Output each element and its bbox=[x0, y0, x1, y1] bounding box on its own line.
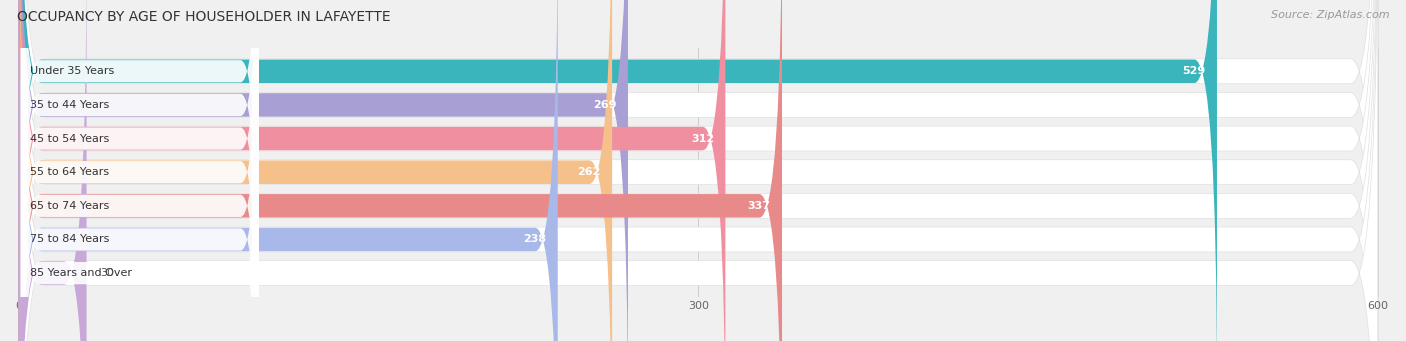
FancyBboxPatch shape bbox=[18, 0, 1378, 341]
Text: 269: 269 bbox=[593, 100, 617, 110]
FancyBboxPatch shape bbox=[21, 0, 259, 329]
Text: Source: ZipAtlas.com: Source: ZipAtlas.com bbox=[1271, 10, 1389, 20]
FancyBboxPatch shape bbox=[18, 0, 1378, 341]
FancyBboxPatch shape bbox=[18, 0, 782, 341]
Text: 337: 337 bbox=[748, 201, 770, 211]
FancyBboxPatch shape bbox=[21, 0, 259, 341]
Text: 238: 238 bbox=[523, 235, 547, 244]
Text: 75 to 84 Years: 75 to 84 Years bbox=[30, 235, 110, 244]
FancyBboxPatch shape bbox=[21, 15, 259, 341]
FancyBboxPatch shape bbox=[18, 0, 87, 341]
FancyBboxPatch shape bbox=[18, 0, 1378, 341]
FancyBboxPatch shape bbox=[18, 0, 612, 341]
FancyBboxPatch shape bbox=[18, 0, 1378, 341]
FancyBboxPatch shape bbox=[18, 0, 1378, 341]
FancyBboxPatch shape bbox=[18, 0, 725, 341]
FancyBboxPatch shape bbox=[21, 0, 259, 341]
FancyBboxPatch shape bbox=[18, 0, 628, 341]
FancyBboxPatch shape bbox=[18, 0, 1378, 341]
FancyBboxPatch shape bbox=[18, 0, 558, 341]
FancyBboxPatch shape bbox=[18, 0, 1378, 341]
FancyBboxPatch shape bbox=[21, 0, 259, 341]
FancyBboxPatch shape bbox=[21, 0, 259, 341]
Text: OCCUPANCY BY AGE OF HOUSEHOLDER IN LAFAYETTE: OCCUPANCY BY AGE OF HOUSEHOLDER IN LAFAY… bbox=[17, 10, 391, 24]
FancyBboxPatch shape bbox=[18, 0, 1218, 341]
Text: 55 to 64 Years: 55 to 64 Years bbox=[30, 167, 110, 177]
Text: 65 to 74 Years: 65 to 74 Years bbox=[30, 201, 110, 211]
Text: 35 to 44 Years: 35 to 44 Years bbox=[30, 100, 110, 110]
Text: 85 Years and Over: 85 Years and Over bbox=[30, 268, 132, 278]
FancyBboxPatch shape bbox=[21, 0, 259, 341]
Text: 262: 262 bbox=[578, 167, 600, 177]
Text: 312: 312 bbox=[690, 134, 714, 144]
Text: 30: 30 bbox=[100, 268, 114, 278]
Text: Under 35 Years: Under 35 Years bbox=[30, 66, 114, 76]
Text: 529: 529 bbox=[1182, 66, 1205, 76]
Text: 45 to 54 Years: 45 to 54 Years bbox=[30, 134, 110, 144]
